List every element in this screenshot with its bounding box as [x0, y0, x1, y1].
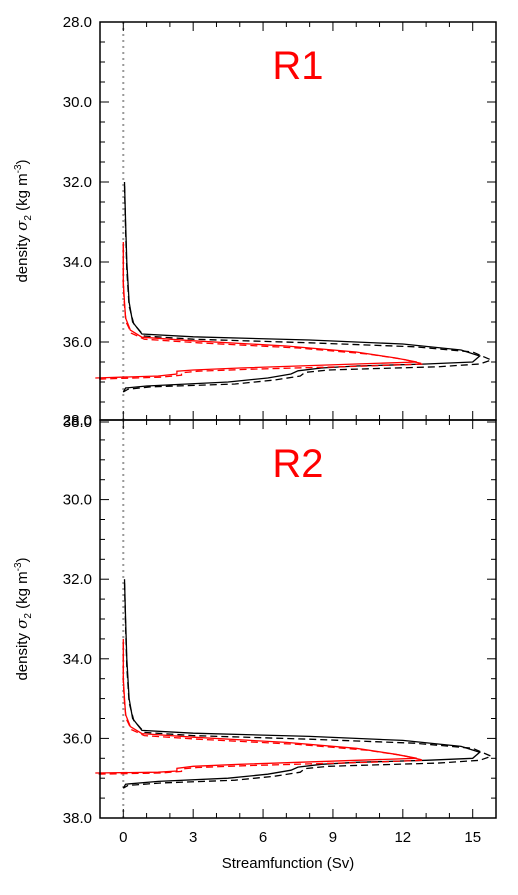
- y-tick-label: 38.0: [63, 414, 92, 431]
- y-tick-label: 30.0: [63, 492, 92, 509]
- series-line: [122, 579, 482, 789]
- y-tick-label: 28.0: [63, 14, 92, 31]
- x-axis-ticks: [99, 22, 497, 420]
- panel-r1: 28.0 30.0 32.0 34.0 36.0 38.0 R1 density σ2 (…: [13, 14, 497, 431]
- x-tick-label: 0: [119, 829, 127, 846]
- series-line: [122, 583, 494, 789]
- y-axis-ticks: 28.0 30.0 32.0 34.0 36.0 38.0: [63, 14, 496, 431]
- series-line: [95, 638, 417, 774]
- x-tick-label: 6: [259, 829, 267, 846]
- y-tick-label: 36.0: [63, 334, 92, 351]
- y-axis-label: density σ2 (kg m-3): [13, 557, 34, 680]
- y-axis-ticks: 28.0 30.0 32.0 34.0 36.0 38.0: [63, 412, 496, 827]
- series-line: [95, 242, 417, 379]
- series-group: [95, 579, 494, 789]
- panel-r2: 28.0 30.0 32.0 34.0 36.0 38.0 0 3 6 9 12 15 R2 den…: [13, 412, 497, 872]
- x-tick-label: 12: [394, 829, 411, 846]
- y-tick-label: 36.0: [63, 730, 92, 747]
- x-tick-label: 3: [189, 829, 197, 846]
- panel-label: R1: [272, 44, 323, 88]
- x-tick-label: 15: [464, 829, 481, 846]
- panel-label: R2: [272, 442, 323, 486]
- x-axis-label: Streamfunction (Sv): [222, 855, 355, 872]
- y-tick-label: 28.0: [63, 412, 92, 429]
- series-group: [95, 181, 494, 393]
- x-axis-ticks: 0 3 6 9 12 15: [99, 420, 497, 846]
- y-tick-label: 32.0: [63, 174, 92, 191]
- y-tick-label: 38.0: [63, 810, 92, 827]
- series-line: [95, 642, 424, 775]
- series-line: [122, 181, 482, 393]
- x-tick-label: 9: [329, 829, 337, 846]
- series-line: [122, 185, 494, 393]
- series-line: [95, 246, 424, 380]
- y-tick-label: 34.0: [63, 651, 92, 668]
- y-axis-label: density σ2 (kg m-3): [13, 159, 34, 282]
- y-tick-label: 32.0: [63, 571, 92, 588]
- y-tick-label: 30.0: [63, 94, 92, 111]
- y-tick-label: 34.0: [63, 254, 92, 271]
